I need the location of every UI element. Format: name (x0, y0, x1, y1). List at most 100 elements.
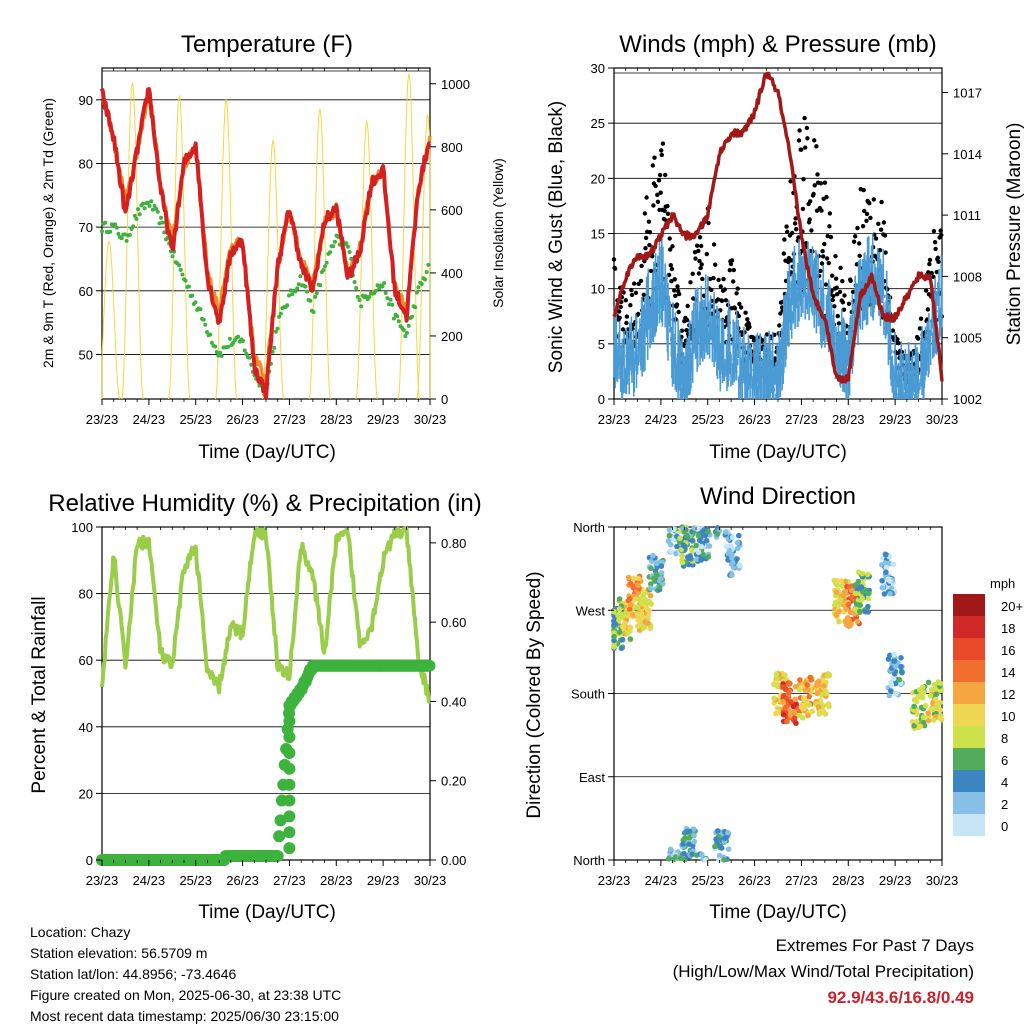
direction-point (737, 562, 743, 569)
dewpoint-point (359, 304, 364, 309)
gust-point (796, 138, 802, 143)
dewpoint-point (324, 260, 329, 265)
gust-point (857, 253, 862, 258)
gust-point (647, 242, 652, 248)
gust-point (685, 303, 690, 309)
dewpoint-point (131, 224, 136, 229)
gust-point (850, 289, 856, 295)
y-tick-label: 90 (79, 93, 93, 108)
y2-tick-label: 1000 (441, 77, 470, 92)
gust-point (673, 293, 678, 298)
gust-point (855, 225, 860, 231)
direction-point (933, 704, 939, 711)
temperature-panel: Temperature (F) 50 60 70 80 90 0 200 400 600 800 1… (40, 31, 506, 463)
x-tick-label: 24/23 (133, 873, 166, 888)
direction-point (674, 543, 680, 550)
gust-point (800, 206, 806, 212)
gust-point (715, 297, 721, 302)
direction-point (668, 541, 674, 548)
direction-point (658, 570, 665, 576)
gust-point (818, 181, 824, 186)
dewpoint-point (103, 220, 108, 225)
gust-point (819, 261, 825, 266)
precip-point (283, 699, 296, 712)
dewpoint-point (308, 298, 313, 303)
x-tick-label: 26/23 (226, 412, 259, 427)
gust-point (840, 300, 846, 305)
gust-point (718, 284, 723, 289)
direction-point (890, 561, 897, 568)
direction-point (688, 556, 694, 562)
direction-point (642, 619, 648, 625)
gust-point (820, 249, 825, 254)
direction-point (898, 663, 904, 670)
direction-point (625, 574, 632, 581)
gust-point (711, 242, 717, 247)
direction-point (911, 703, 917, 710)
dewpoint-point (145, 200, 150, 205)
gust-point (644, 195, 649, 200)
direction-point (826, 672, 832, 678)
direction-point (648, 565, 654, 572)
direction-point (715, 828, 721, 834)
y2-tick-label: 800 (441, 140, 463, 155)
direction-point (925, 679, 932, 686)
wind-series (613, 233, 943, 399)
y2-tick-label: 1002 (953, 392, 982, 407)
dewpoint-point (405, 330, 409, 335)
direction-point (717, 843, 724, 849)
x-tick-label: 23/23 (598, 873, 631, 888)
dewpoint-point (347, 250, 352, 254)
direction-point (734, 545, 741, 552)
gust-point (803, 145, 808, 150)
gust-point (662, 208, 667, 213)
direction-point (734, 556, 740, 562)
gust-point (848, 278, 853, 283)
direction-point (653, 571, 660, 578)
gust-point (827, 224, 832, 229)
precip-point (271, 850, 284, 862)
y2-tick-label: 0.60 (441, 615, 466, 630)
gust-point (652, 155, 657, 160)
gust-point (830, 297, 835, 303)
direction-point (725, 846, 732, 852)
gust-point (684, 328, 689, 333)
speed-legend-title: mph (990, 576, 1015, 591)
gust-point (684, 317, 690, 323)
direction-point (634, 612, 641, 618)
direction-point (919, 684, 926, 690)
y2-tick-label: 0.00 (441, 853, 466, 868)
direction-point (689, 537, 696, 544)
direction-point (698, 557, 704, 563)
y-tick-label: 0 (86, 853, 93, 868)
gust-point (660, 141, 666, 146)
direction-point (937, 715, 943, 721)
direction-point (782, 686, 789, 693)
direction-point (801, 702, 807, 708)
dewpoint-point (328, 250, 332, 255)
dewpoint-point (149, 199, 154, 204)
direction-point (860, 589, 866, 595)
x-tick-label: 29/23 (367, 412, 400, 427)
direction-point (820, 708, 826, 714)
dewpoint-point (155, 209, 160, 214)
direction-point (852, 606, 859, 612)
gust-point (833, 254, 838, 259)
gust-point (647, 230, 653, 235)
gust-point (618, 304, 623, 310)
gust-point (825, 233, 830, 239)
direction-point (837, 597, 844, 603)
direction-point (914, 718, 920, 725)
dewpoint-point (273, 329, 278, 334)
dewpoint-point (242, 348, 247, 353)
gust-point (781, 251, 786, 256)
dewpoint-point (385, 296, 390, 301)
dewpoint-point (183, 278, 188, 283)
dewpoint-point (314, 291, 319, 296)
dewpoint-point (247, 355, 252, 360)
pressure-y2-axis-label: Station Pressure (Maroon) (1004, 123, 1024, 346)
gust-point (832, 304, 837, 309)
gust-point (931, 229, 937, 234)
direction-point (635, 582, 641, 588)
gust-point (643, 246, 648, 251)
